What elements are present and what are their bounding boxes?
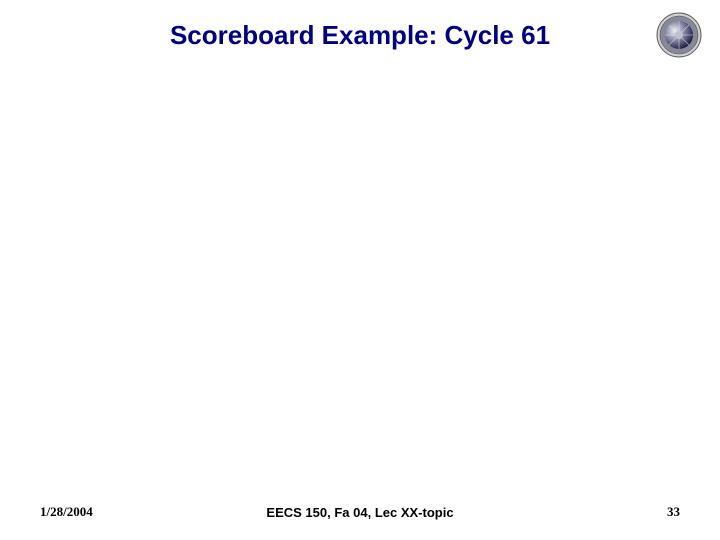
- slide-title: Scoreboard Example: Cycle 61: [0, 20, 720, 51]
- university-seal-icon: [656, 12, 702, 58]
- footer-course-label: EECS 150, Fa 04, Lec XX-topic: [0, 505, 720, 520]
- footer-page-number: 33: [667, 504, 680, 520]
- slide-footer: 1/28/2004 EECS 150, Fa 04, Lec XX-topic …: [0, 500, 720, 520]
